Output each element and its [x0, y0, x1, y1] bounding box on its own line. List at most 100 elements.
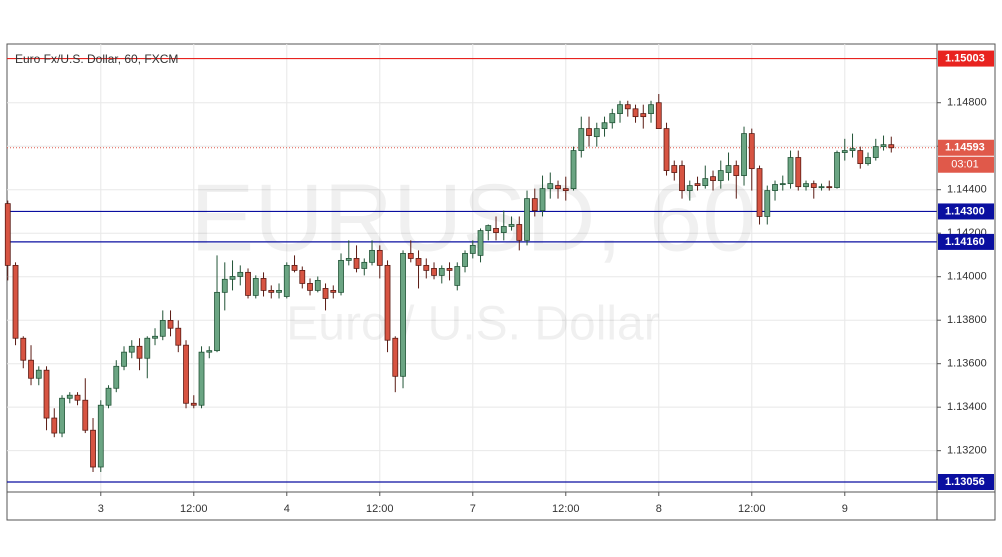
- candle-body: [159, 320, 166, 337]
- level-box: [938, 203, 994, 220]
- candle-body: [733, 165, 740, 176]
- countdown-box: [938, 156, 994, 173]
- candle-body: [679, 165, 685, 191]
- candle-body: [338, 259, 344, 293]
- candle-body: [624, 104, 631, 110]
- level-label: 1.15003: [945, 52, 985, 64]
- candle-body: [880, 144, 887, 148]
- candle-body: [167, 320, 174, 329]
- candle-body: [361, 261, 368, 269]
- candle-body: [291, 264, 298, 271]
- candle-body: [524, 198, 530, 241]
- candle-body: [376, 249, 383, 266]
- candle-body: [640, 113, 647, 118]
- candle-body: [345, 258, 352, 261]
- candle-body: [90, 429, 96, 468]
- candle-body: [322, 288, 329, 299]
- candle-body: [252, 278, 259, 296]
- candle-body: [795, 157, 802, 188]
- candle-body: [485, 225, 492, 231]
- candle-body: [601, 122, 608, 129]
- candle-body: [74, 394, 81, 401]
- candle-body: [787, 157, 794, 185]
- candle-body: [152, 335, 158, 339]
- chart-title: Euro Fx/U.S. Dollar, 60, FXCM: [15, 52, 178, 66]
- candle-body: [82, 399, 89, 431]
- candle-body: [702, 178, 709, 186]
- candle-body: [493, 228, 499, 233]
- candle-body: [175, 327, 182, 346]
- candle-body: [857, 150, 864, 165]
- x-tick-label: 8: [656, 503, 662, 515]
- y-tick-label: 1.14400: [947, 184, 987, 196]
- candle-body: [307, 283, 313, 291]
- candle-body: [756, 168, 763, 217]
- candle-body: [105, 387, 112, 406]
- last-price-label: 1.14593: [945, 142, 985, 154]
- candle-body: [865, 157, 871, 165]
- candle-body: [454, 266, 461, 286]
- candle-body: [407, 253, 414, 259]
- candle-body: [663, 128, 670, 171]
- candle-body: [810, 183, 817, 188]
- level-label: 1.13056: [945, 476, 985, 488]
- candle-body: [28, 359, 34, 379]
- candle-body: [849, 148, 856, 151]
- axis-labels: 1.132001.134001.136001.138001.140001.142…: [98, 50, 994, 515]
- candle-body: [260, 278, 267, 291]
- candle-body: [632, 108, 639, 118]
- candle-body: [20, 337, 27, 361]
- x-tick-label: 12:00: [738, 503, 766, 515]
- candle-body: [198, 351, 205, 406]
- candle-body: [237, 271, 244, 277]
- candle-body: [183, 344, 189, 404]
- candle-body: [477, 230, 484, 256]
- candle-body: [655, 102, 662, 129]
- candle-body: [531, 198, 538, 211]
- candle-body: [539, 188, 546, 211]
- candles: [4, 94, 895, 472]
- level-box: [938, 473, 994, 490]
- y-tick-label: 1.13200: [947, 445, 987, 457]
- candle-body: [214, 291, 220, 352]
- candle-body: [779, 183, 786, 186]
- candle-body: [66, 394, 73, 399]
- candle-body: [500, 226, 507, 233]
- candle-body: [803, 183, 809, 188]
- x-tick-label: 7: [470, 503, 476, 515]
- x-tick-label: 12:00: [366, 503, 394, 515]
- candle-body: [725, 165, 732, 173]
- candle-body: [547, 183, 554, 190]
- candle-body: [462, 253, 468, 267]
- candle-body: [128, 345, 135, 353]
- candle-body: [617, 104, 623, 114]
- x-tick-label: 9: [842, 503, 848, 515]
- y-tick-label: 1.14800: [947, 97, 987, 109]
- candle-body: [469, 244, 476, 254]
- watermark-subtitle: Euro / U.S. Dollar: [286, 298, 659, 351]
- candle-body: [190, 402, 197, 406]
- countdown: 03:01: [951, 159, 979, 171]
- candle-body: [4, 203, 11, 266]
- candle-body: [841, 150, 848, 153]
- candle-body: [710, 176, 716, 181]
- candle-body: [748, 133, 755, 170]
- y-tick-label: 1.13600: [947, 358, 987, 370]
- x-tick-label: 12:00: [180, 503, 208, 515]
- level-label: 1.14160: [945, 236, 985, 248]
- candle-body: [415, 258, 422, 266]
- candle-body: [35, 369, 42, 379]
- chart-frame: [6, 43, 996, 521]
- candle-body: [268, 289, 275, 293]
- candle-body: [353, 258, 360, 269]
- x-tick-label: 12:00: [552, 503, 580, 515]
- candle-body: [764, 190, 771, 217]
- candle-body: [384, 264, 391, 341]
- candle-body: [555, 185, 561, 190]
- candle-body: [51, 417, 58, 434]
- candle-body: [206, 350, 213, 353]
- candle-body: [834, 152, 840, 188]
- candle-body: [826, 186, 833, 189]
